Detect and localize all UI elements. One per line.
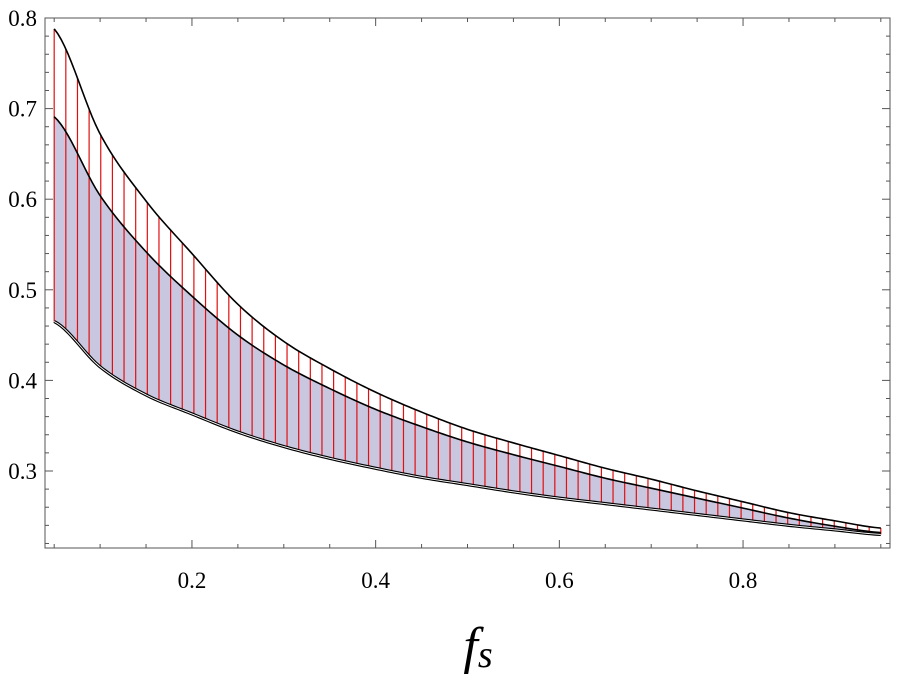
y-tick-label: 0.5 <box>8 278 37 303</box>
shaded-region <box>54 116 881 535</box>
x-tick-label: 0.4 <box>361 568 390 593</box>
hatch-lines <box>53 28 882 535</box>
y-axis-ticks: 0.3 0.4 0.5 0.6 0.7 0.8 <box>8 6 890 544</box>
plot-area <box>53 28 882 537</box>
x-axis-title: fs <box>463 618 492 676</box>
x-axis-ticks: 0.2 0.4 0.6 0.8 <box>53 18 882 593</box>
x-tick-label: 0.8 <box>729 568 758 593</box>
x-tick-label: 0.2 <box>178 568 207 593</box>
x-axis-title-subscript: s <box>478 634 493 676</box>
y-tick-label: 0.3 <box>8 459 37 484</box>
y-tick-label: 0.8 <box>8 6 37 31</box>
middle-curve <box>53 116 881 534</box>
y-tick-label: 0.7 <box>8 97 37 122</box>
y-tick-label: 0.6 <box>8 187 37 212</box>
y-tick-label: 0.4 <box>8 368 37 393</box>
lower-curve-inner <box>53 321 881 535</box>
upper-curve <box>53 28 881 529</box>
x-tick-label: 0.6 <box>545 568 574 593</box>
